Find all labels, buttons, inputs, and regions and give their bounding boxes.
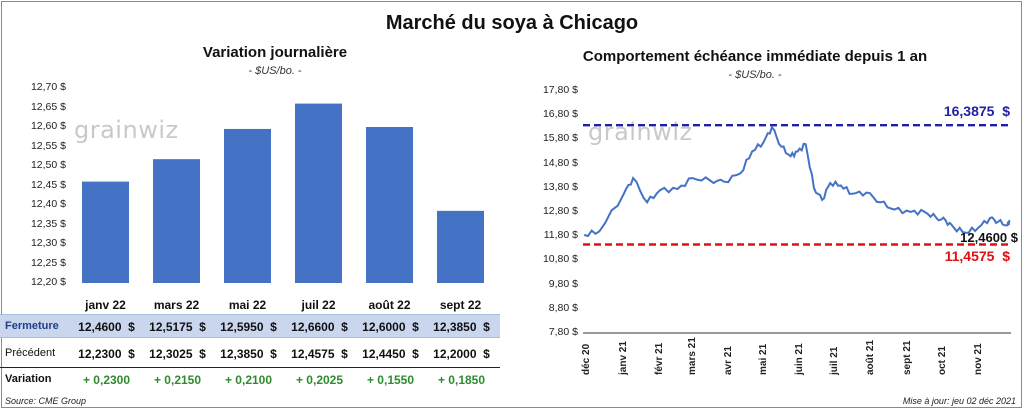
x-tick-label: mai 21 bbox=[758, 343, 770, 375]
main-title: Marché du soya à Chicago bbox=[385, 12, 639, 34]
y-tick-label: 13,80 $ bbox=[542, 180, 578, 193]
row-label: Précédent bbox=[5, 347, 56, 359]
y-tick-label: 11,80 $ bbox=[543, 229, 578, 242]
table-cell: + 0,1850 bbox=[437, 373, 486, 387]
watermark-right: grainwiz bbox=[588, 118, 693, 146]
table-cell: 12,5950 $ bbox=[220, 320, 277, 334]
table-divider bbox=[0, 367, 500, 368]
table-cell: + 0,2300 bbox=[82, 373, 131, 387]
y-tick-label: 8,80 $ bbox=[548, 301, 578, 314]
y-tick-label: 12,20 $ bbox=[30, 276, 66, 288]
high-reference-label: 16,3875 $ bbox=[943, 103, 1010, 120]
y-tick-label: 12,35 $ bbox=[30, 217, 66, 230]
x-tick-label: févr 21 bbox=[654, 342, 666, 375]
y-tick-label: 12,60 $ bbox=[30, 120, 66, 132]
y-tick-label: 17,80 $ bbox=[542, 84, 578, 96]
y-tick-label: 7,80 $ bbox=[548, 326, 578, 338]
table-cell: 12,6000 $ bbox=[362, 320, 419, 334]
x-tick-label: oct 21 bbox=[936, 346, 948, 375]
table-cell: 12,5175 $ bbox=[149, 320, 206, 334]
bar-2 bbox=[224, 128, 271, 283]
line-chart-title: Comportement échéance immédiate depuis 1… bbox=[582, 48, 928, 65]
x-tick-label: avr 21 bbox=[723, 346, 735, 375]
table-cell: 12,2000 $ bbox=[433, 347, 490, 361]
x-tick-label: juin 21 bbox=[794, 343, 806, 375]
table-cell: 12,3850 $ bbox=[220, 347, 277, 361]
table-cell: 12,4600 $ bbox=[78, 320, 135, 334]
low-reference-label: 11,4575 $ bbox=[944, 248, 1010, 265]
bar-chart-title: Variation journalière bbox=[202, 44, 348, 61]
x-tick-label: mars 22 bbox=[153, 298, 200, 312]
y-tick-label: 12,70 $ bbox=[30, 81, 66, 93]
y-tick-label: 12,40 $ bbox=[30, 198, 66, 210]
source-note: Source: CME Group bbox=[5, 396, 87, 406]
table-cell: + 0,2150 bbox=[153, 373, 202, 387]
line-chart-unit: - $US/bo. - bbox=[728, 69, 782, 81]
y-tick-label: 12,25 $ bbox=[30, 256, 66, 269]
bar-0 bbox=[82, 181, 129, 283]
y-tick-label: 12,50 $ bbox=[30, 159, 66, 171]
last-value-label: 12,4600 $ bbox=[960, 230, 1018, 246]
y-tick-label: 12,80 $ bbox=[542, 205, 578, 217]
table-cell: 12,2300 $ bbox=[78, 347, 135, 361]
table-cell: 12,4450 $ bbox=[362, 347, 419, 361]
x-tick-label: sept 22 bbox=[439, 298, 482, 312]
x-tick-label: déc 20 bbox=[581, 343, 592, 375]
bar-5 bbox=[437, 210, 484, 283]
row-label: Variation bbox=[5, 373, 52, 385]
table-cell: 12,4575 $ bbox=[291, 347, 348, 361]
row-label: Fermeture bbox=[5, 320, 59, 332]
y-tick-label: 16,80 $ bbox=[542, 108, 578, 121]
y-tick-label: 14,80 $ bbox=[542, 156, 578, 169]
x-tick-label: sept 21 bbox=[901, 340, 913, 375]
watermark-left: grainwiz bbox=[74, 116, 179, 144]
table-cell: + 0,2100 bbox=[224, 373, 273, 387]
y-tick-label: 15,80 $ bbox=[542, 132, 578, 145]
x-tick-label: mai 22 bbox=[228, 298, 267, 312]
x-tick-label: janv 22 bbox=[85, 298, 126, 312]
bar-chart-unit: - $US/bo. - bbox=[248, 65, 302, 77]
y-tick-label: 9,80 $ bbox=[548, 277, 578, 290]
price-line bbox=[583, 125, 1011, 238]
table-cell: 12,3850 $ bbox=[433, 320, 490, 334]
y-tick-label: 12,55 $ bbox=[30, 139, 66, 152]
table-cell: 12,3025 $ bbox=[149, 347, 206, 361]
y-tick-label: 12,45 $ bbox=[30, 178, 66, 191]
x-tick-label: nov 21 bbox=[972, 343, 984, 375]
y-tick-label: 10,80 $ bbox=[542, 253, 578, 266]
x-tick-label: janv 21 bbox=[618, 341, 630, 375]
x-tick-label: août 22 bbox=[368, 298, 411, 312]
y-tick-label: 12,65 $ bbox=[30, 100, 66, 113]
x-tick-label: août 21 bbox=[865, 339, 877, 375]
bar-1 bbox=[153, 159, 200, 283]
fermeture-row bbox=[0, 314, 500, 338]
y-tick-label: 12,30 $ bbox=[30, 237, 66, 249]
bar-4 bbox=[366, 127, 413, 283]
table-cell: + 0,2025 bbox=[295, 373, 344, 387]
bar-3 bbox=[295, 103, 342, 283]
x-tick-label: mars 21 bbox=[686, 337, 698, 375]
x-tick-label: juil 22 bbox=[301, 298, 336, 312]
table-cell: 12,6600 $ bbox=[291, 320, 348, 334]
x-tick-label: juil 21 bbox=[829, 346, 841, 375]
update-note: Mise à jour: jeu 02 déc 2021 bbox=[902, 396, 1016, 406]
table-cell: + 0,1550 bbox=[366, 373, 415, 387]
